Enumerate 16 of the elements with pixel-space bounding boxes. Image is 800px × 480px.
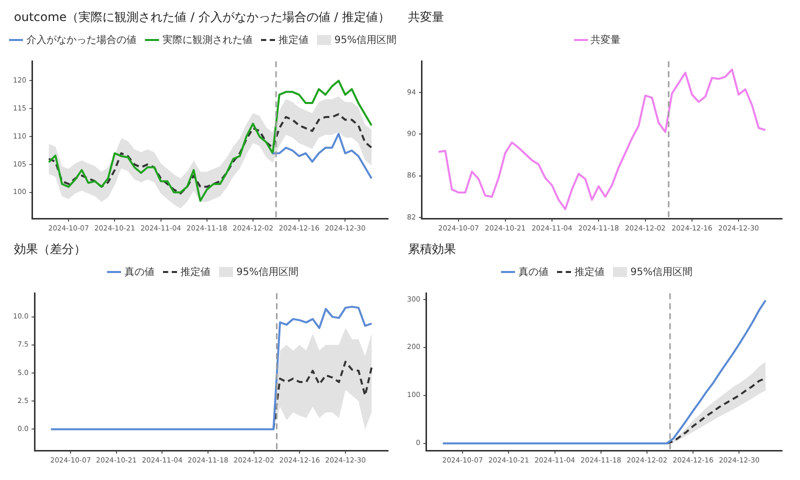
chart-title: 累積効果 <box>407 241 457 258</box>
legend-label: 推定値 <box>574 266 604 279</box>
chart-title: 効果（差分） <box>13 241 87 258</box>
legend-label: 実際に観測された値 <box>162 34 252 47</box>
chart-title: outcome（実際に観測された値 / 介入がなかった場合の値 / 推定値） <box>13 9 392 26</box>
legend-label: 介入がなかった場合の値 <box>26 34 136 47</box>
text: 95%信用区間 <box>236 266 299 279</box>
text: 95%信用区間 <box>334 34 397 47</box>
chart-title: 共変量 <box>407 9 445 26</box>
legend-label: 推定値 <box>180 266 210 279</box>
legend-label: 推定値 <box>278 34 308 47</box>
text: 95%信用区間 <box>630 266 693 279</box>
legend-label: 真の値 <box>124 266 154 279</box>
legend-label: 共変量 <box>590 34 620 47</box>
line-series <box>48 113 373 194</box>
legend-label: 真の値 <box>518 266 548 279</box>
